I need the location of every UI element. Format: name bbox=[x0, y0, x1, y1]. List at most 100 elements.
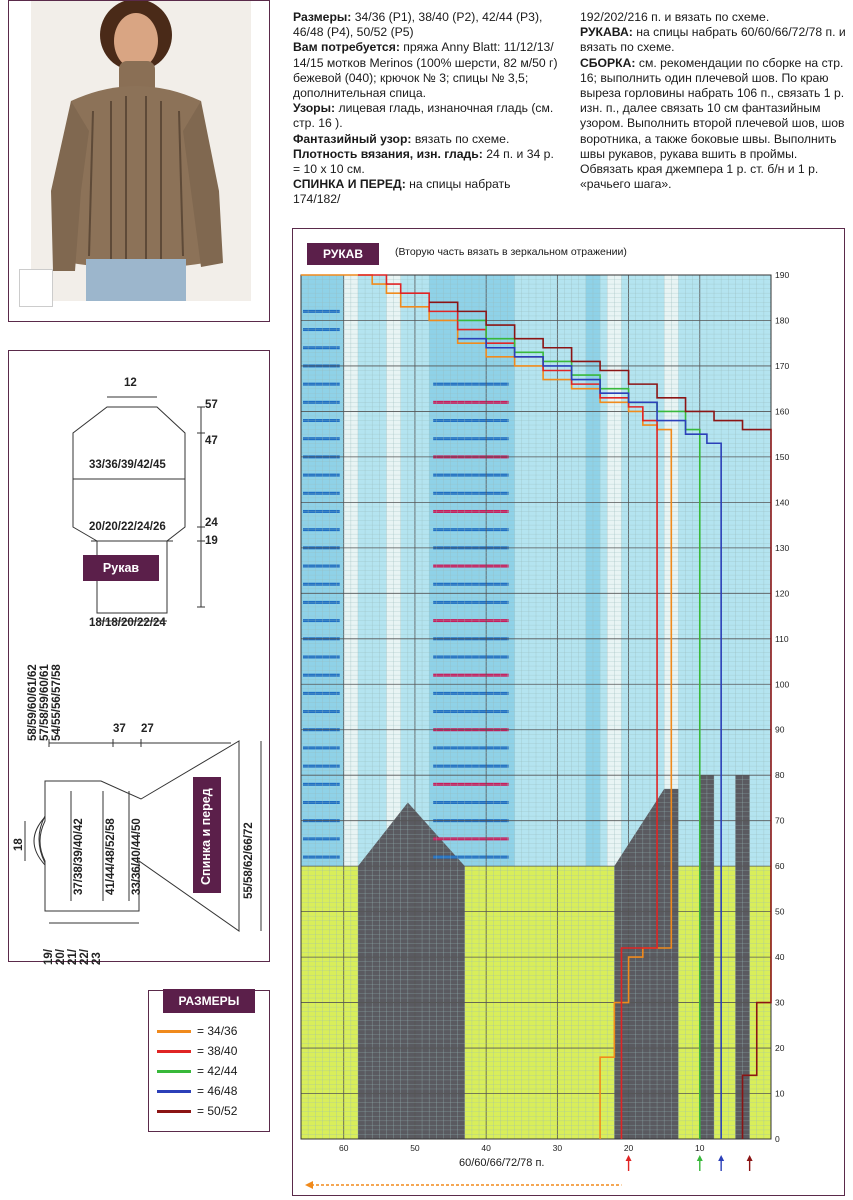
sleeve-mid-width: 33/36/39/42/45 bbox=[89, 459, 166, 471]
body-v2: 57/58/59/60/61 bbox=[39, 664, 51, 741]
paragraph-body: на спицы набрать 60/60/66/72/78 п. и вяз… bbox=[580, 25, 846, 55]
text-column-1: Размеры: 34/36 (P1), 38/40 (P2), 42/44 (… bbox=[293, 10, 561, 208]
body-a1: 37/38/39/40/42 bbox=[73, 818, 85, 895]
sleeve-height-47: 47 bbox=[205, 435, 218, 447]
text-paragraph: Размеры: 34/36 (P1), 38/40 (P2), 42/44 (… bbox=[293, 10, 561, 40]
y-tick-label: 90 bbox=[775, 725, 785, 735]
y-tick-label: 40 bbox=[775, 952, 785, 962]
bottom-v5: 23 bbox=[91, 952, 103, 965]
chart-title: РУКАВ bbox=[307, 243, 379, 265]
legend-label: = 46/48 bbox=[197, 1084, 238, 1098]
y-tick-label: 150 bbox=[775, 452, 789, 462]
paragraph-body: 192/202/216 п. и вязать по схеме. bbox=[580, 10, 770, 24]
photo-image bbox=[31, 1, 251, 301]
paragraph-body: вязать по схеме. bbox=[411, 131, 510, 146]
y-tick-label: 60 bbox=[775, 861, 785, 871]
x-tick-label: 50 bbox=[410, 1143, 420, 1153]
size-arrow-head bbox=[696, 1155, 703, 1161]
text-column-2: 192/202/216 п. и вязать по схеме. РУКАВА:… bbox=[580, 10, 846, 192]
bottom-v1: 19/ bbox=[43, 949, 55, 965]
paragraph-body: 24 п. и 34 р. = 10 х 10 см. bbox=[293, 146, 554, 177]
y-tick-label: 70 bbox=[775, 816, 785, 826]
body-width-27: 27 bbox=[141, 723, 154, 735]
sleeve-height-19: 19 bbox=[205, 535, 218, 547]
sleeve-cuff-bottom: 18/18/20/22/24 bbox=[89, 617, 166, 629]
sleeve-top-width: 12 bbox=[124, 377, 137, 389]
y-tick-label: 100 bbox=[775, 679, 789, 689]
legend-swatch bbox=[157, 1029, 191, 1033]
schematic-lines bbox=[24, 396, 262, 932]
paragraph-heading: Фантазийный узор: bbox=[293, 131, 412, 146]
legend-list: = 34/36 = 38/40 = 42/44 = 46/48 = 50/52 bbox=[157, 1021, 267, 1121]
body-label: Спинка и перед bbox=[199, 788, 213, 885]
chart-note: (Вторую часть вязать в зеркальном отраже… bbox=[395, 246, 627, 258]
x-tick-label: 10 bbox=[695, 1143, 705, 1153]
y-tick-label: 160 bbox=[775, 406, 789, 416]
body-a3: 33/36/40/44/50 bbox=[131, 818, 143, 895]
text-paragraph: Плотность вязания, изн. гладь: 24 п. и 3… bbox=[293, 147, 561, 177]
text-paragraph: 192/202/216 п. и вязать по схеме. bbox=[580, 10, 846, 25]
paragraph-body: 34/36 (P1), 38/40 (P2), 42/44 (P3), 46/4… bbox=[293, 10, 543, 40]
y-tick-label: 0 bbox=[775, 1134, 780, 1144]
body-width-37: 37 bbox=[113, 723, 126, 735]
y-tick-label: 10 bbox=[775, 1089, 785, 1099]
knitting-chart: 1901801701601501401301201101009080706050… bbox=[300, 270, 789, 1189]
legend-label: = 42/44 bbox=[197, 1064, 238, 1078]
body-v3: 54/55/56/57/58 bbox=[51, 664, 63, 741]
text-paragraph: Узоры: лицевая гладь, изнаночная гладь (… bbox=[293, 101, 561, 131]
legend-item: = 50/52 bbox=[157, 1101, 267, 1121]
bottom-v4: 22/ bbox=[79, 949, 91, 965]
legend-item: = 34/36 bbox=[157, 1021, 267, 1041]
y-tick-label: 130 bbox=[775, 543, 789, 553]
paragraph-body: см. рекомендации по сборке на стр. 16; в… bbox=[580, 55, 845, 192]
y-tick-label: 190 bbox=[775, 270, 789, 280]
x-tick-label: 20 bbox=[624, 1143, 634, 1153]
sleeve-label: Рукав bbox=[83, 555, 159, 581]
neck-18: 18 bbox=[13, 838, 25, 851]
legend-item: = 38/40 bbox=[157, 1041, 267, 1061]
legend-label: = 34/36 bbox=[197, 1024, 238, 1038]
paragraph-body: пряжа Anny Blatt: 11/12/13/ 14/15 мотков… bbox=[293, 40, 558, 101]
legend-swatch bbox=[157, 1089, 191, 1093]
y-tick-label: 110 bbox=[775, 634, 789, 644]
size-arrow-head bbox=[746, 1155, 753, 1161]
body-v1: 58/59/60/61/62 bbox=[27, 664, 39, 741]
text-paragraph: Фантазийный узор: вязать по схеме. bbox=[293, 132, 561, 147]
text-paragraph: СБОРКА: см. рекомендации по сборке на ст… bbox=[580, 56, 846, 193]
legend-item: = 42/44 bbox=[157, 1061, 267, 1081]
legend-swatch bbox=[157, 1049, 191, 1053]
paragraph-body: лицевая гладь, изнаночная гладь (см. стр… bbox=[293, 101, 554, 131]
y-tick-label: 170 bbox=[775, 361, 789, 371]
sweater-illustration bbox=[31, 1, 251, 301]
gray-peak-2 bbox=[614, 788, 679, 1139]
pattern-schematic: 12 33/36/39/42/45 20/20/22/24/26 18/18/2… bbox=[8, 350, 270, 965]
y-tick-label: 30 bbox=[775, 998, 785, 1008]
paragraph-heading: РУКАВА: bbox=[580, 25, 633, 40]
x-tick-label: 40 bbox=[481, 1143, 491, 1153]
text-paragraph: СПИНКА И ПЕРЕД: на спицы набрать 174/182… bbox=[293, 177, 561, 207]
paragraph-heading: СБОРКА: bbox=[580, 55, 636, 70]
paragraph-heading: Вам потребуется: bbox=[293, 40, 400, 55]
size-legend: РАЗМЕРЫ = 34/36 = 38/40 = 42/44 = 46/48 = 50… bbox=[148, 989, 270, 1132]
size-arrow-head bbox=[718, 1155, 725, 1161]
y-tick-label: 120 bbox=[775, 588, 789, 598]
legend-swatch bbox=[157, 1069, 191, 1073]
x-tick-label: 60 bbox=[339, 1143, 349, 1153]
legend-label: = 50/52 bbox=[197, 1104, 238, 1118]
body-a4: 55/58/62/66/72 bbox=[243, 822, 255, 899]
x-tick-label: 30 bbox=[553, 1143, 563, 1153]
model-photo bbox=[8, 0, 270, 322]
paragraph-heading: Размеры: bbox=[293, 10, 352, 24]
paragraph-heading: СПИНКА И ПЕРЕД: bbox=[293, 177, 406, 192]
size-line bbox=[429, 301, 772, 1139]
paragraph-heading: Узоры: bbox=[293, 101, 336, 116]
paragraph-heading: Плотность вязания, изн. гладь: bbox=[293, 146, 483, 161]
body-a2: 41/44/48/52/58 bbox=[105, 818, 117, 895]
body-label-box: Спинка и перед bbox=[193, 777, 221, 893]
sleeve-height-24: 24 bbox=[205, 517, 218, 529]
bottom-v2: 20/ bbox=[55, 949, 67, 965]
knitting-chart-frame: РУКАВ (Вторую часть вязать в зеркальном … bbox=[292, 228, 845, 1196]
legend-title: РАЗМЕРЫ bbox=[163, 989, 255, 1013]
size-line bbox=[457, 337, 722, 1139]
width-arrow bbox=[305, 1181, 313, 1189]
